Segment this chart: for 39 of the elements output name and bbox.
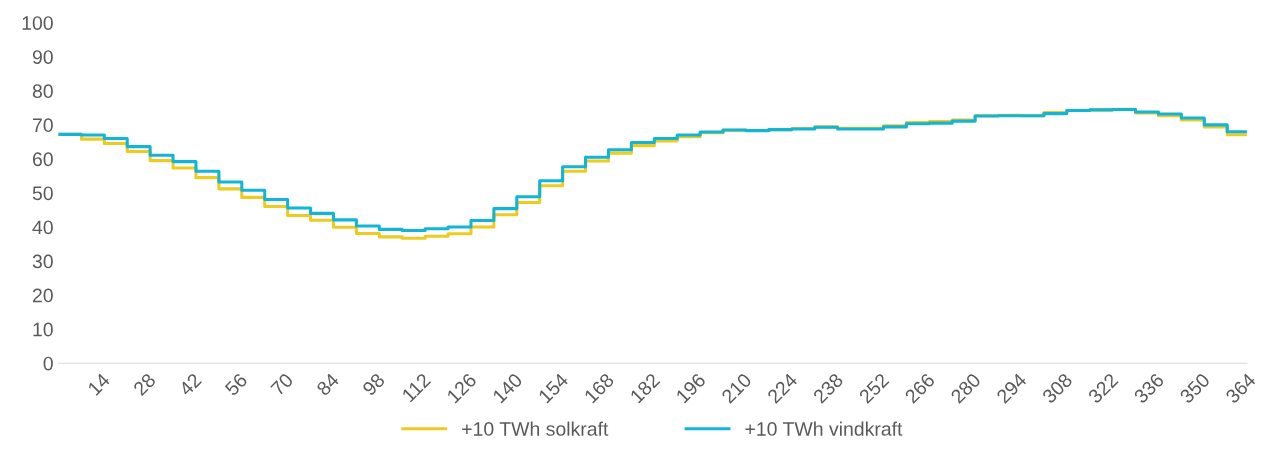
x-tick-label: 84 (315, 372, 340, 397)
x-tick-label: 252 (858, 372, 890, 404)
x-tick-label: 350 (1178, 372, 1211, 405)
x-tick-label: 364 (1224, 372, 1257, 405)
x-tick-label: 28 (132, 372, 157, 397)
x-tick-label: 168 (583, 372, 615, 404)
y-tick-label: 90 (32, 50, 53, 64)
x-tick-label: 112 (401, 372, 432, 403)
y-tick-label: 40 (32, 220, 53, 235)
y-tick-label: 20 (32, 288, 53, 303)
x-tick-label: 70 (270, 372, 294, 397)
x-tick-label: 154 (537, 372, 570, 404)
y-tick-label: 0 (43, 356, 53, 371)
legend-label: +10 TWh vindkraft (745, 421, 903, 436)
y-tick-label: 30 (32, 254, 53, 269)
x-tick-label: 182 (629, 372, 661, 404)
x-tick-label: 266 (904, 372, 936, 404)
x-tick-label: 140 (492, 372, 524, 404)
x-tick-label: 294 (995, 372, 1028, 404)
x-tick-label: 196 (675, 372, 707, 404)
x-tick-label: 280 (949, 372, 982, 404)
x-tick-label: 98 (361, 372, 386, 397)
y-tick-label: 100 (22, 16, 53, 30)
x-tick-label: 238 (812, 372, 844, 404)
x-tick-label: 126 (446, 372, 478, 404)
legend-label: +10 TWh solkraft (462, 421, 609, 436)
y-tick-label: 10 (33, 322, 53, 337)
x-tick-label: 308 (1041, 372, 1074, 405)
x-tick-label: 322 (1087, 372, 1119, 405)
x-tick-label: 56 (224, 372, 249, 397)
x-tick-label: 42 (178, 372, 202, 397)
x-tick-label: 224 (766, 372, 799, 404)
x-tick-label: 14 (87, 372, 111, 396)
y-tick-label: 60 (32, 152, 53, 167)
x-tick-label: 210 (720, 372, 753, 404)
y-tick-label: 80 (32, 84, 53, 99)
x-tick-label: 336 (1133, 372, 1165, 405)
y-tick-label: 50 (32, 186, 53, 201)
y-tick-label: 70 (32, 118, 53, 133)
